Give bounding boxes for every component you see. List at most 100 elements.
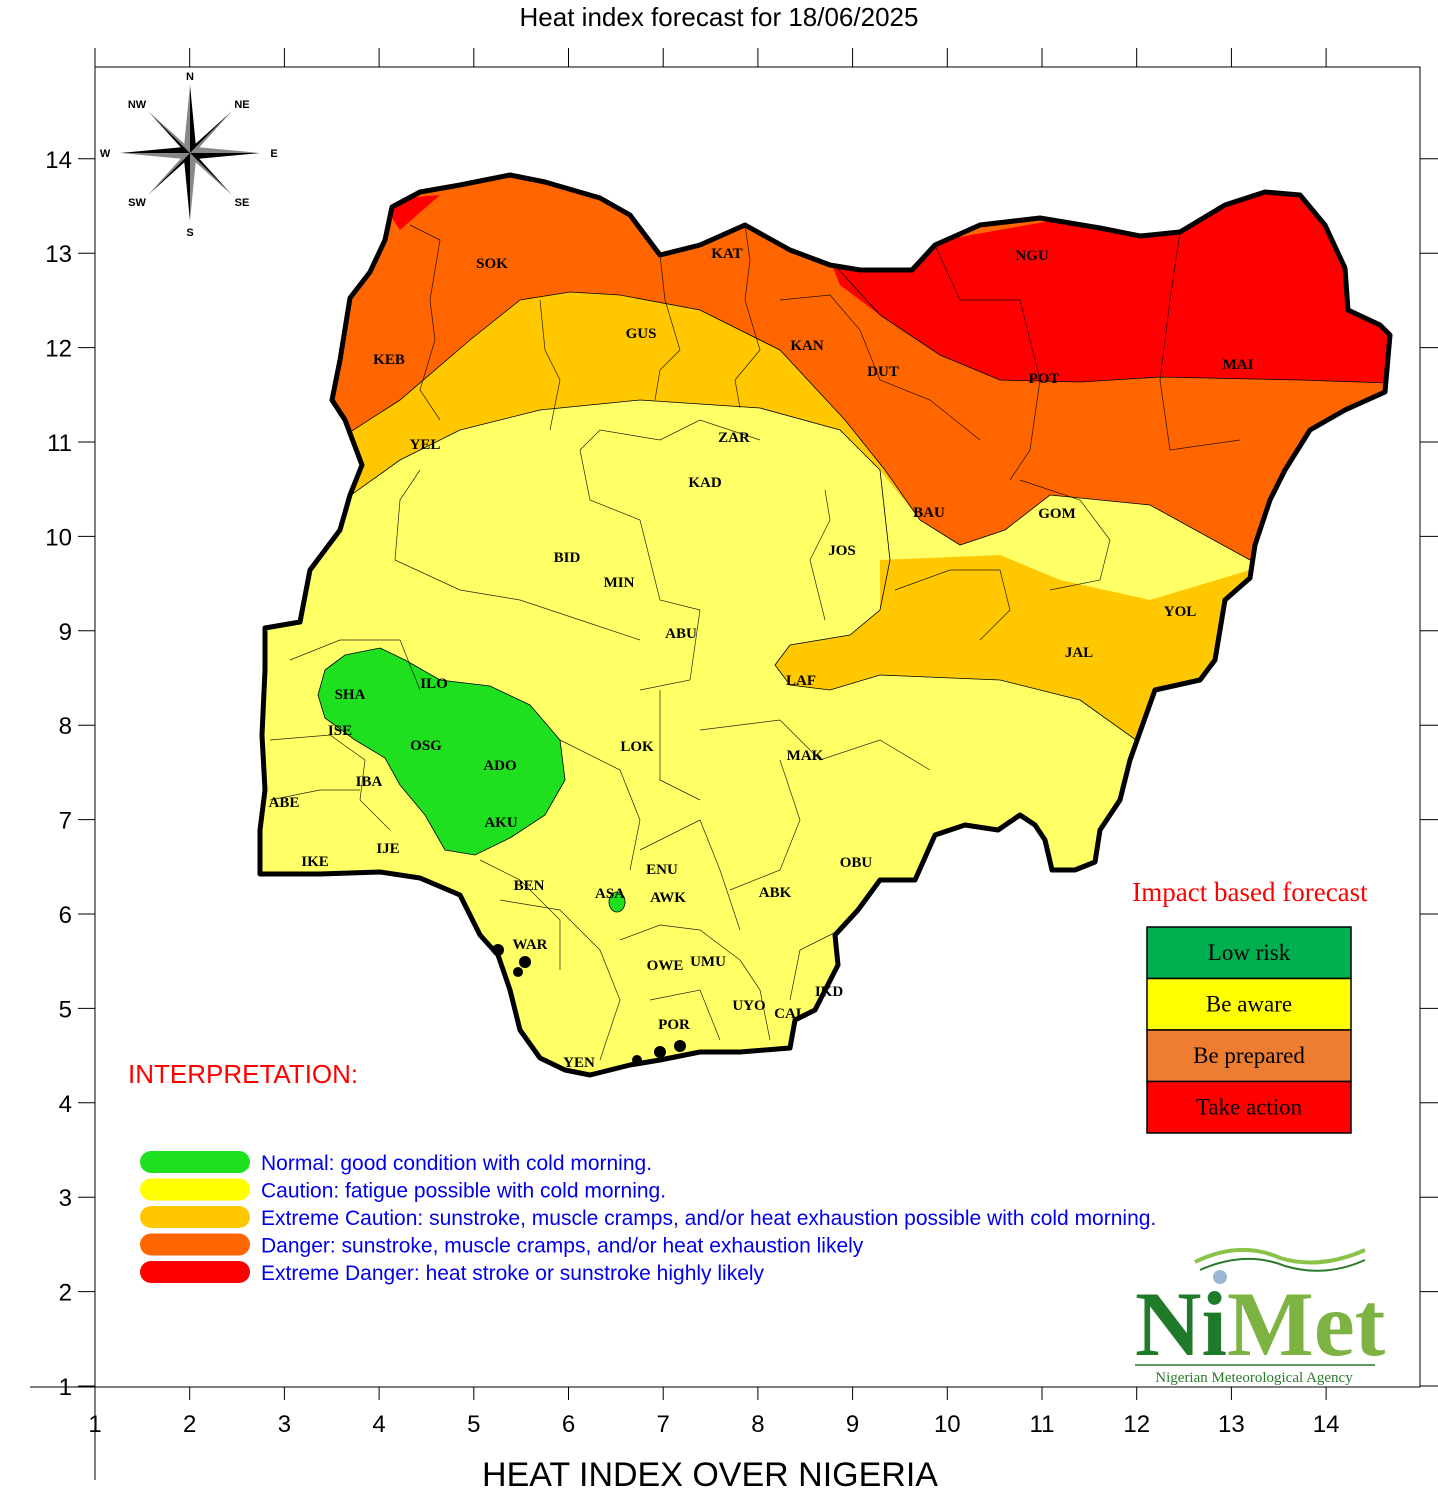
y-tick-label: 2 — [59, 1280, 72, 1307]
zone-normal-asaba — [608, 891, 626, 913]
legend-text: Normal: good condition with cold morning… — [261, 1152, 652, 1175]
x-tick-label: 3 — [278, 1411, 291, 1438]
impact-cell — [1146, 977, 1352, 1031]
state-label-ije: IJE — [376, 841, 399, 857]
impact-title: Impact based forecast — [1132, 877, 1368, 907]
impact-cell-label: Be prepared — [1193, 1043, 1305, 1068]
x-tick-label: 13 — [1218, 1411, 1245, 1438]
state-boundaries — [269, 224, 1241, 1061]
state-label-ben: BEN — [514, 878, 545, 894]
compass-nw: NW — [128, 99, 147, 111]
y-tick-label: 13 — [45, 241, 72, 268]
state-label-bau: BAU — [913, 505, 945, 521]
y-tick-label: 9 — [59, 619, 72, 646]
state-label-osg: OSG — [410, 738, 442, 754]
legend-text: Caution: fatigue possible with cold morn… — [261, 1180, 666, 1203]
state-label-dut: DUT — [867, 364, 899, 380]
state-label-jal: JAL — [1065, 645, 1093, 661]
y-tick-label: 4 — [59, 1091, 72, 1118]
x-axis: 1 2 3 4 5 6 7 8 9 10 11 12 13 14 — [88, 48, 1339, 1480]
compass-sw: SW — [128, 197, 146, 209]
zone-line-1 — [329, 399, 1151, 751]
y-tick-label: 12 — [45, 336, 72, 363]
state-label-obu: OBU — [840, 855, 873, 871]
legend-swatch — [140, 1233, 250, 1256]
state-label-keb: KEB — [373, 352, 405, 368]
impact-cell — [1146, 926, 1352, 980]
compass-n: N — [186, 71, 194, 83]
state-label-min: MIN — [604, 575, 635, 591]
state-label-por: POR — [658, 1017, 690, 1033]
state-label-yol: YOL — [1164, 604, 1197, 620]
state-label-awk: AWK — [650, 890, 686, 906]
zone-extreme-caution-east — [775, 555, 1250, 760]
y-tick-label: 6 — [59, 902, 72, 929]
logo-wordmark: NiMet — [1135, 1273, 1386, 1375]
compass-se: SE — [235, 197, 250, 209]
state-label-kad: KAD — [688, 475, 722, 491]
compass-rose: N S E W NE NW SE SW — [100, 71, 278, 239]
state-label-pot: POT — [1029, 371, 1060, 387]
impact-cell-label: Take action — [1196, 1095, 1303, 1120]
state-label-gus: GUS — [626, 326, 657, 342]
x-tick-label: 5 — [467, 1411, 480, 1438]
state-label-aku: AKU — [484, 815, 518, 831]
state-label-iba: IBA — [356, 774, 383, 790]
state-label-kan: KAN — [790, 338, 824, 354]
impact-cell-label: Low risk — [1208, 940, 1291, 965]
y-tick-label: 10 — [45, 524, 72, 551]
bottom-title: HEAT INDEX OVER NIGERIA — [482, 1456, 938, 1494]
state-label-yel: YEL — [410, 437, 441, 453]
x-tick-label: 12 — [1123, 1411, 1150, 1438]
legend-swatch — [140, 1206, 250, 1228]
state-label-ado: ADO — [483, 758, 516, 774]
state-label-asa: ASA — [595, 886, 625, 902]
legend-text: Extreme Danger: heat stroke or sunstroke… — [261, 1262, 765, 1285]
nimet-logo: NiMet Nigerian Meteorological Agency — [1135, 1248, 1386, 1386]
state-label-owe: OWE — [647, 958, 684, 974]
y-tick-label: 5 — [59, 996, 72, 1023]
compass-ne: NE — [234, 99, 249, 111]
state-label-umu: UMU — [690, 954, 726, 970]
state-label-zar: ZAR — [718, 430, 750, 446]
state-label-sha: SHA — [335, 687, 366, 703]
interpretation-title: INTERPRETATION: — [128, 1059, 358, 1089]
impact-cell — [1146, 1029, 1352, 1083]
zone-extreme-danger-east — [830, 175, 1390, 385]
y-tick-label: 7 — [59, 808, 72, 835]
state-label-ise: ISE — [328, 723, 352, 739]
x-tick-label: 2 — [183, 1411, 196, 1438]
legend-text: Extreme Caution: sunstroke, muscle cramp… — [261, 1207, 1156, 1230]
state-label-ikd: IKD — [815, 984, 844, 1000]
legend-swatch — [140, 1178, 250, 1201]
state-labels: SOK KAT NGU KEB GUS KAN DUT POT MAI YEL ZAR KAD BAU G… — [269, 246, 1254, 1071]
state-label-war: WAR — [512, 937, 547, 953]
state-label-sok: SOK — [476, 256, 508, 272]
state-label-yen: YEN — [563, 1055, 595, 1071]
logo-subtitle: Nigerian Meteorological Agency — [1155, 1370, 1353, 1386]
state-label-lok: LOK — [620, 739, 654, 755]
y-tick-label: 8 — [59, 713, 72, 740]
state-label-abu: ABU — [665, 626, 697, 642]
state-label-enu: ENU — [646, 862, 678, 878]
state-label-abe: ABE — [269, 795, 300, 811]
legend-swatch — [140, 1151, 250, 1173]
zone-normal — [317, 647, 566, 856]
x-tick-label: 14 — [1313, 1411, 1340, 1438]
state-label-laf: LAF — [786, 673, 816, 689]
x-tick-label: 10 — [934, 1411, 961, 1438]
state-label-mai: MAI — [1223, 357, 1254, 373]
state-label-ngu: NGU — [1015, 248, 1049, 264]
x-tick-label: 6 — [562, 1411, 575, 1438]
map-title: Heat index forecast for 18/06/2025 — [519, 2, 919, 32]
impact-legend: Low risk Be aware Be prepared Take action — [1146, 926, 1352, 1134]
interpretation-legend: Normal: good condition with cold morning… — [140, 1151, 1156, 1285]
state-label-ilo: ILO — [420, 676, 448, 692]
x-tick-label: 11 — [1030, 1411, 1055, 1438]
y-tick-label: 11 — [47, 430, 72, 457]
state-label-cal: CAL — [774, 1006, 806, 1022]
zone-line-2 — [329, 291, 1251, 561]
x-tick-label: 4 — [372, 1411, 385, 1438]
